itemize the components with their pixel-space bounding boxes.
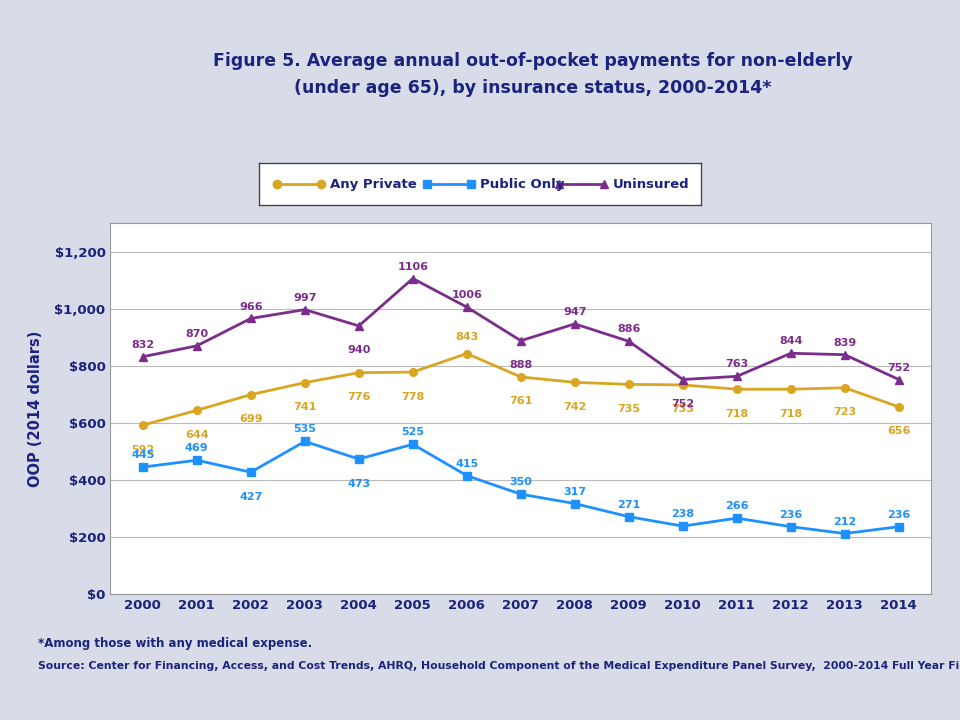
Text: 445: 445 [132, 450, 155, 460]
Text: 870: 870 [185, 329, 208, 339]
Text: 427: 427 [239, 492, 262, 502]
Text: 473: 473 [348, 479, 371, 489]
Text: 718: 718 [780, 409, 803, 418]
Text: 238: 238 [671, 509, 694, 519]
Text: 699: 699 [239, 414, 263, 424]
Text: 415: 415 [455, 459, 478, 469]
Text: 236: 236 [887, 510, 910, 520]
Text: 236: 236 [780, 510, 803, 520]
Text: 947: 947 [564, 307, 587, 317]
Text: 469: 469 [185, 444, 208, 454]
Text: Uninsured: Uninsured [612, 178, 689, 191]
Text: 317: 317 [564, 487, 587, 497]
Text: 592: 592 [132, 444, 155, 454]
Text: Source: Center for Financing, Access, and Cost Trends, AHRQ, Household Component: Source: Center for Financing, Access, an… [38, 661, 960, 671]
Text: 752: 752 [887, 363, 910, 372]
Text: 733: 733 [671, 405, 694, 415]
Text: 212: 212 [833, 516, 856, 526]
Y-axis label: OOP (2014 dollars): OOP (2014 dollars) [28, 330, 43, 487]
Text: *Among those with any medical expense.: *Among those with any medical expense. [38, 637, 313, 650]
Text: 644: 644 [185, 430, 208, 440]
Text: 940: 940 [348, 346, 371, 356]
Text: 843: 843 [455, 333, 478, 343]
Text: 752: 752 [671, 399, 694, 409]
Text: 1106: 1106 [397, 261, 428, 271]
Text: 266: 266 [725, 501, 749, 511]
Text: 735: 735 [617, 404, 640, 414]
Text: (under age 65), by insurance status, 2000-2014*: (under age 65), by insurance status, 200… [294, 79, 772, 97]
Text: 656: 656 [887, 426, 910, 436]
Text: 535: 535 [294, 425, 316, 434]
Text: 350: 350 [510, 477, 532, 487]
Text: 776: 776 [348, 392, 371, 402]
Text: 742: 742 [564, 402, 587, 412]
Text: 1006: 1006 [451, 290, 482, 300]
Text: Any Private: Any Private [330, 178, 417, 191]
Text: 966: 966 [239, 302, 263, 312]
Text: 997: 997 [293, 293, 317, 302]
Text: 839: 839 [833, 338, 856, 348]
Text: 763: 763 [725, 359, 749, 369]
Text: 886: 886 [617, 324, 640, 334]
Text: 832: 832 [132, 340, 155, 350]
Text: Public Only: Public Only [480, 178, 564, 191]
Text: Figure 5. Average annual out-of-pocket payments for non-elderly: Figure 5. Average annual out-of-pocket p… [213, 52, 852, 70]
Text: 761: 761 [509, 397, 533, 406]
Text: 844: 844 [780, 336, 803, 346]
Text: 888: 888 [509, 360, 533, 370]
Text: 271: 271 [617, 500, 640, 510]
Text: 723: 723 [833, 408, 856, 417]
Text: 741: 741 [293, 402, 317, 412]
Text: 525: 525 [401, 427, 424, 437]
Text: 718: 718 [725, 409, 749, 418]
Text: 778: 778 [401, 392, 424, 402]
